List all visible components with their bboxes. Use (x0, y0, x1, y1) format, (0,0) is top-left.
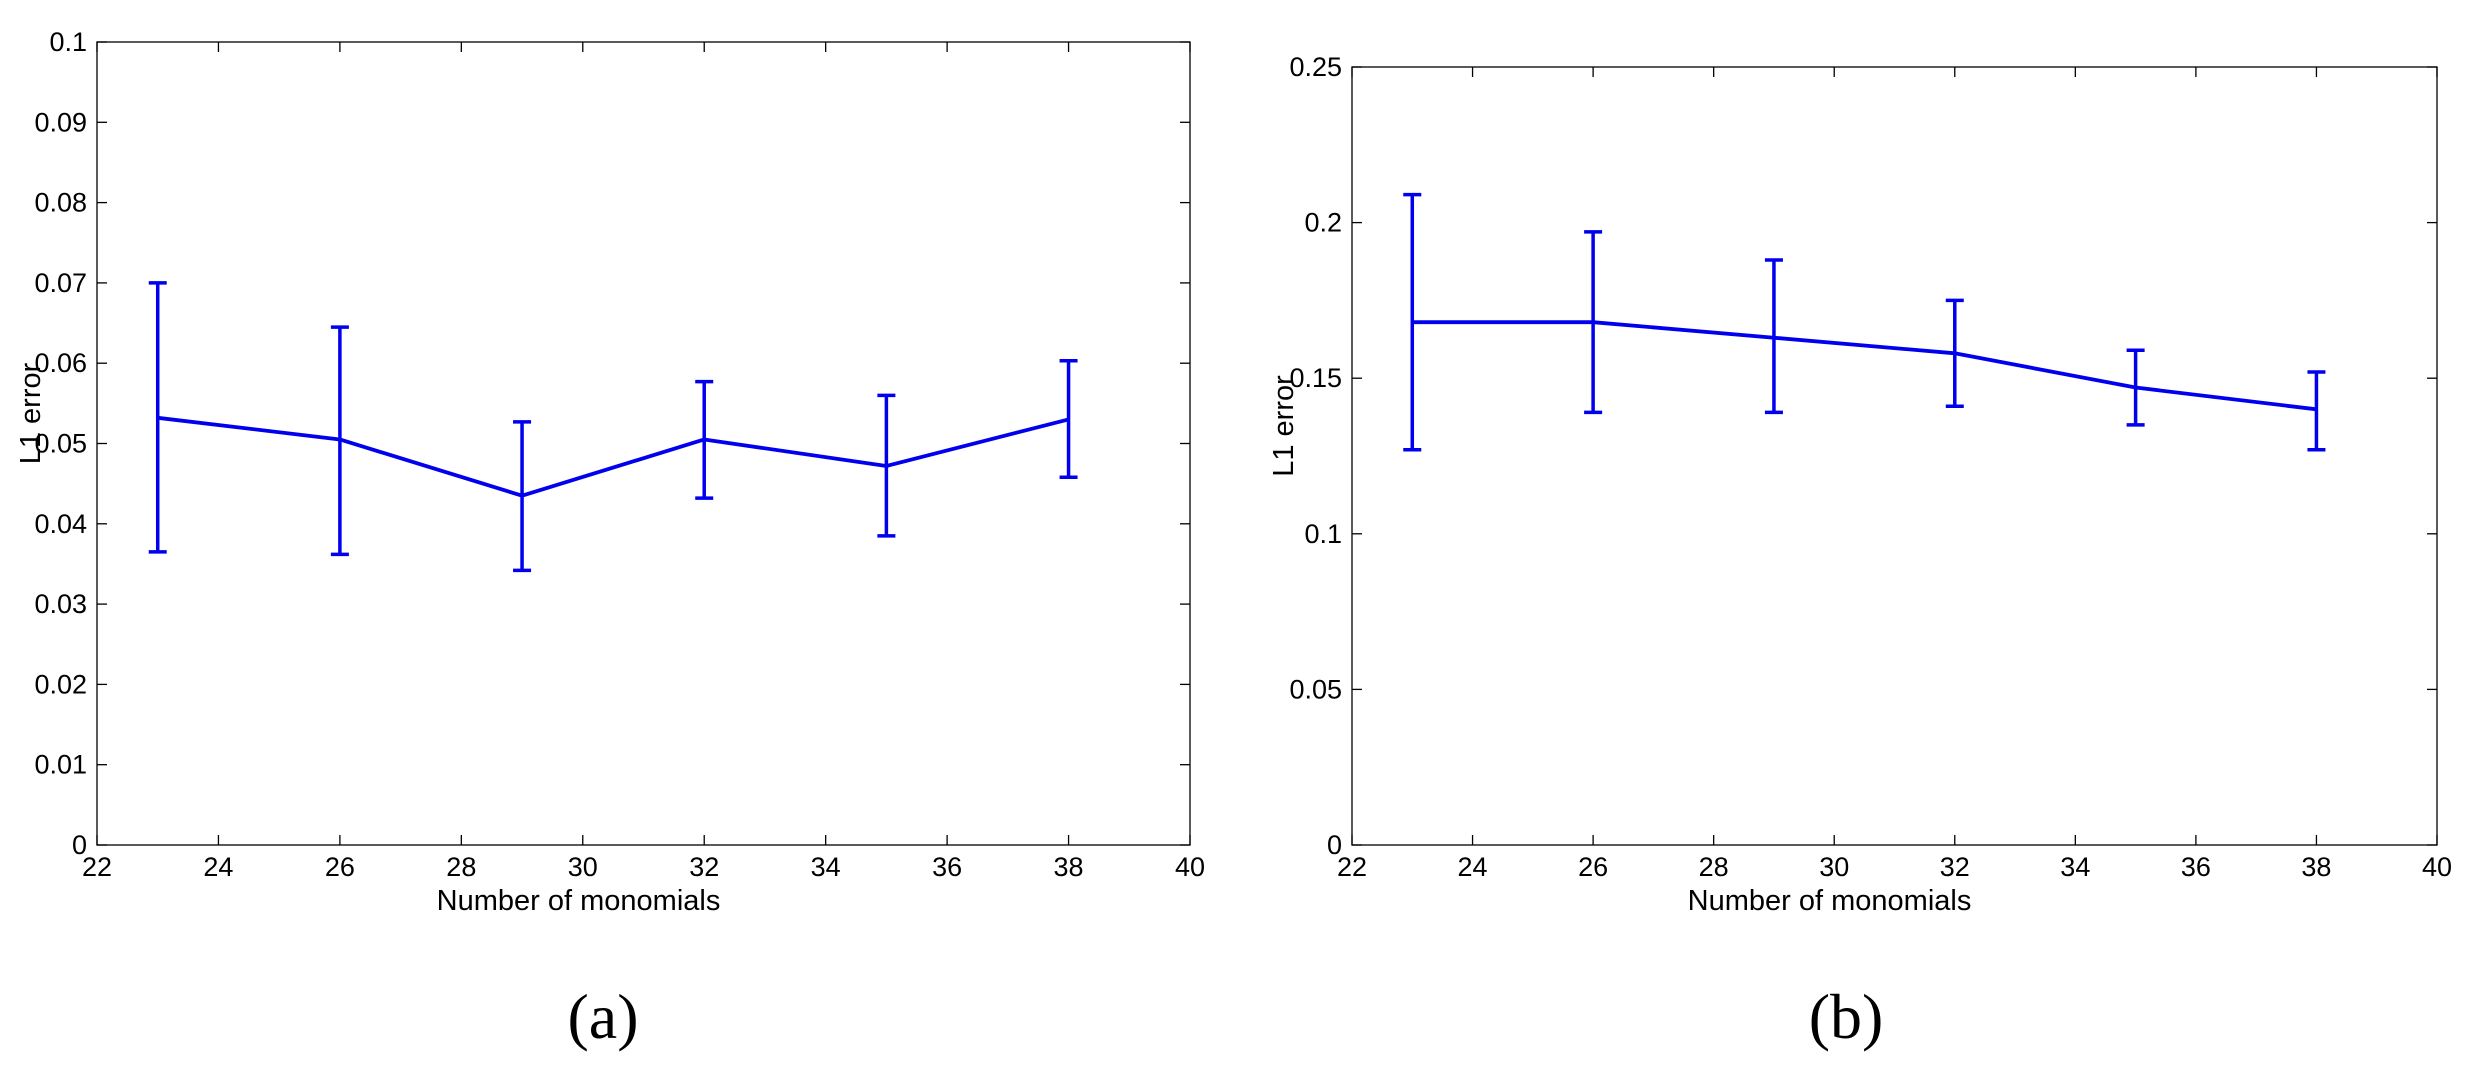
y-tick-label: 0.05 (34, 429, 87, 459)
y-tick-label: 0.07 (34, 268, 87, 298)
x-tick-label: 40 (2422, 852, 2452, 882)
plot-area-frame (1351, 66, 2438, 846)
x-tick-label: 24 (203, 852, 233, 882)
chart-panel-a: 22 24 26 28 30 32 34 36 38 40 0 0.01 0.02 0.03 0.04 0.0… (15, 27, 1205, 1052)
y-axis-label: L1 error (15, 362, 47, 464)
x-axis-label: Number of monomials (437, 885, 721, 917)
y-tick-label: 0.1 (1304, 519, 1342, 549)
x-tick-label: 34 (2060, 852, 2090, 882)
x-tick-label: 30 (1819, 852, 1849, 882)
x-tick-label: 36 (932, 852, 962, 882)
y-tick-label: 0 (72, 830, 87, 860)
y-tick-label: 0.02 (34, 669, 87, 699)
x-tick-label: 28 (446, 852, 476, 882)
x-tick-label: 38 (2301, 852, 2331, 882)
panel-caption: (b) (1809, 981, 1884, 1052)
y-tick-label: 0 (1327, 830, 1342, 860)
y-tick-label: 0.2 (1304, 208, 1342, 238)
y-tick-label: 0.25 (1289, 52, 1342, 82)
x-tick-label: 38 (1054, 852, 1084, 882)
x-tick-label: 40 (1175, 852, 1205, 882)
x-tick-label: 22 (82, 852, 112, 882)
x-tick-label: 36 (2181, 852, 2211, 882)
y-tick-label: 0.03 (34, 589, 87, 619)
chart-panel-b: 22 24 26 28 30 32 34 36 38 40 0 0.05 0.1 0.15 0.2 0.25 N… (1268, 52, 2452, 1052)
x-tick-label: 22 (1337, 852, 1367, 882)
y-tick-label: 0.05 (1289, 674, 1342, 704)
y-tick-label: 0.01 (34, 750, 87, 780)
x-tick-label: 28 (1699, 852, 1729, 882)
series-line (1412, 320, 2317, 412)
x-axis-label: Number of monomials (1688, 885, 1972, 917)
y-tick-label: 0.1 (49, 27, 87, 57)
x-tick-label: 32 (689, 852, 719, 882)
y-axis-label: L1 error (1268, 375, 1300, 477)
series-line (157, 415, 1070, 498)
y-tick-label: 0.15 (1289, 363, 1342, 393)
x-tick-label: 30 (568, 852, 598, 882)
y-tick-label: 0.04 (34, 509, 87, 539)
x-tick-label: 26 (1578, 852, 1608, 882)
panel-caption: (a) (567, 981, 638, 1052)
y-tick-label: 0.06 (34, 348, 87, 378)
y-tick-label: 0.08 (34, 188, 87, 218)
x-tick-label: 24 (1458, 852, 1488, 882)
plot-area-frame (96, 41, 1191, 846)
x-tick-label: 26 (325, 852, 355, 882)
x-tick-label: 34 (811, 852, 841, 882)
x-tick-label: 32 (1940, 852, 1970, 882)
y-tick-label: 0.09 (34, 107, 87, 137)
